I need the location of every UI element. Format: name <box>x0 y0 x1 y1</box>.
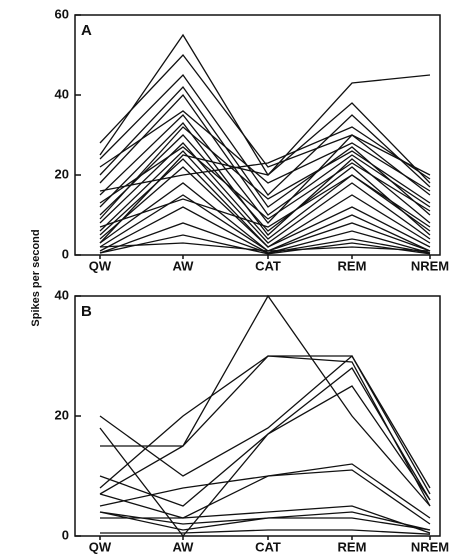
data-line <box>99 126 431 220</box>
data-line <box>99 294 431 507</box>
x-tick-label: CAT <box>255 258 281 273</box>
x-tick-label: NREM <box>411 539 449 554</box>
data-line <box>99 511 431 531</box>
panel-label: B <box>81 303 92 320</box>
data-line <box>99 142 431 240</box>
data-line <box>99 354 431 495</box>
data-line <box>99 110 431 192</box>
data-line <box>100 505 431 534</box>
data-line <box>99 463 431 519</box>
data-line <box>99 93 431 216</box>
y-tick-label: 60 <box>55 6 69 21</box>
x-tick-label: NREM <box>411 258 449 273</box>
x-tick-label: REM <box>338 539 367 554</box>
data-line <box>99 74 431 244</box>
data-line <box>99 146 431 220</box>
data-line <box>99 73 431 196</box>
data-line <box>99 114 431 224</box>
panel-label: A <box>81 22 92 39</box>
x-tick-label: AW <box>173 539 195 554</box>
data-line <box>99 174 431 232</box>
data-line <box>99 53 431 176</box>
data-line <box>100 355 431 489</box>
data-line <box>99 150 431 244</box>
x-tick-label: QW <box>89 539 112 554</box>
y-tick-label: 20 <box>55 166 69 181</box>
data-line <box>99 134 431 236</box>
data-line <box>99 385 431 507</box>
y-tick-label: 40 <box>55 86 69 101</box>
y-axis-label: Spikes per second <box>30 229 42 326</box>
x-tick-label: REM <box>338 258 367 273</box>
y-tick-label: 20 <box>55 407 69 422</box>
data-line <box>100 529 431 535</box>
data-line <box>99 166 431 248</box>
data-line <box>99 122 431 236</box>
data-line <box>99 85 431 216</box>
y-tick-label: 0 <box>62 527 69 542</box>
plot-frame <box>74 14 441 256</box>
data-line <box>99 234 431 255</box>
data-line <box>99 222 431 254</box>
data-line <box>99 355 431 507</box>
data-line <box>99 242 431 252</box>
y-tick-label: 0 <box>62 246 69 261</box>
data-line <box>99 511 431 531</box>
y-tick-label: 40 <box>55 287 69 302</box>
x-tick-label: AW <box>173 258 195 273</box>
x-tick-label: CAT <box>255 539 281 554</box>
x-tick-label: QW <box>89 258 112 273</box>
data-line <box>99 126 431 192</box>
